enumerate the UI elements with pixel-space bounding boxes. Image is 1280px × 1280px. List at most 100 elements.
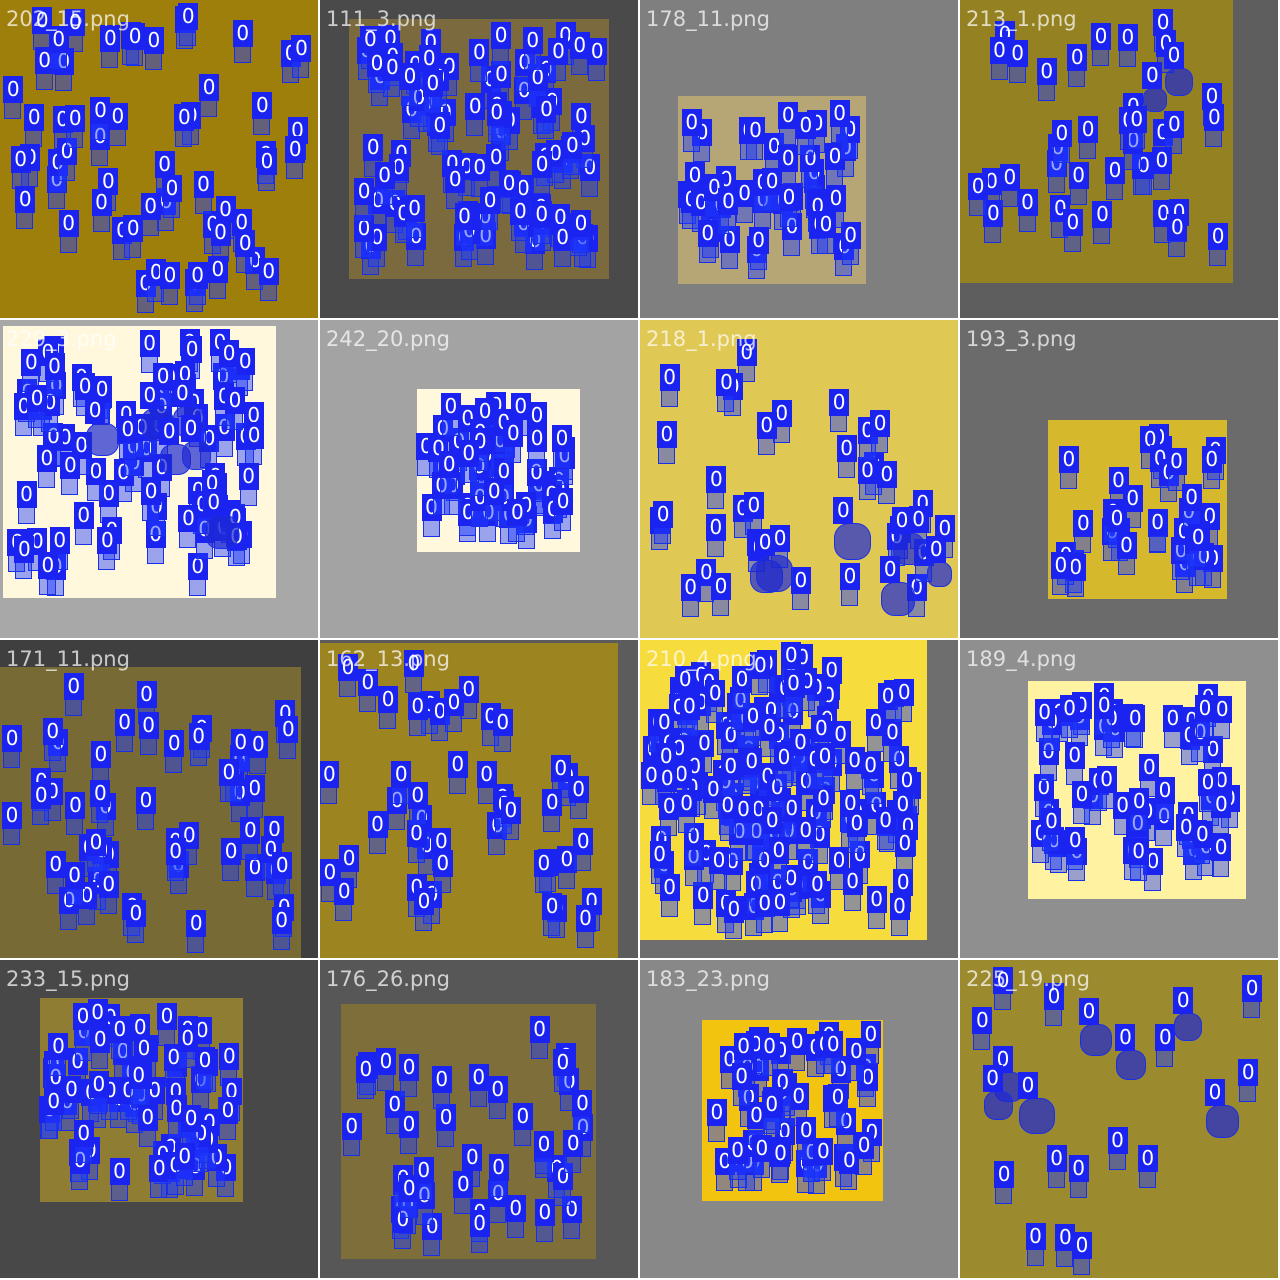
detection-box: 0 [53, 48, 74, 92]
detection-box: 0 [993, 967, 1014, 1011]
class-tag: 0 [733, 796, 754, 824]
class-tag: 0 [684, 161, 705, 189]
class-tag: 0 [31, 782, 52, 810]
detection-box: 0 [1211, 791, 1232, 835]
detection-box: 0 [1167, 213, 1188, 257]
class-tag: 0 [186, 910, 207, 938]
class-tag: 0 [128, 1061, 149, 1089]
detection-box: 0 [178, 3, 199, 47]
detection-box: 0 [790, 566, 811, 610]
detection-box: 0 [762, 807, 783, 851]
class-tag: 0 [1137, 1144, 1158, 1172]
detection-box: 0 [454, 203, 475, 247]
class-tag: 0 [1068, 161, 1089, 189]
detection-box: 0 [778, 101, 799, 145]
detection-box: 0 [1038, 737, 1059, 781]
detection-box: 0 [136, 786, 157, 830]
detection-box: 0 [778, 144, 799, 188]
detection-box: 0 [367, 49, 388, 93]
class-tag: 0 [1058, 446, 1079, 474]
tile-label: 171_11.png [6, 647, 130, 671]
detection-box: 0 [751, 1135, 772, 1178]
detection-box: 0 [59, 887, 80, 931]
detection-box: 0 [187, 552, 208, 596]
class-tag: 0 [136, 681, 157, 709]
class-tag: 0 [527, 63, 548, 91]
detection-box: 0 [1147, 509, 1168, 553]
class-tag: 0 [507, 499, 528, 527]
class-tag: 0 [492, 709, 513, 737]
class-tag: 0 [406, 820, 427, 848]
detection-box: 0 [649, 841, 670, 885]
class-tag: 0 [161, 174, 182, 202]
detection-box: 0 [70, 1146, 91, 1190]
detection-box: 0 [840, 115, 861, 159]
class-tag: 0 [443, 688, 464, 716]
detection-box: 0 [338, 653, 359, 697]
detection-box: 0 [1211, 833, 1232, 877]
class-tag: 0 [218, 759, 239, 787]
class-tag: 0 [360, 25, 381, 53]
detection-box: 0 [573, 828, 594, 872]
detection-box: 0 [14, 535, 35, 579]
class-tag: 0 [391, 760, 412, 788]
class-tag: 0 [1018, 1072, 1038, 1100]
class-tag: 0 [214, 414, 235, 442]
detection-box: 0 [354, 214, 375, 258]
detection-box: 0 [219, 1042, 240, 1086]
detection-box: 0 [165, 837, 186, 881]
detection-box: 0 [206, 1143, 227, 1187]
detection-box: 0 [781, 794, 802, 838]
class-tag: 0 [341, 1113, 362, 1141]
detection-box: 0 [1043, 983, 1064, 1027]
tile-3: 0000000000000000000000000000000000000000… [640, 0, 958, 318]
class-tag: 0 [499, 169, 520, 197]
class-tag: 0 [181, 1104, 202, 1132]
detection-box: 0 [750, 652, 771, 696]
class-tag: 0 [475, 397, 496, 425]
class-tag: 0 [1112, 792, 1133, 820]
class-tag: 0 [3, 75, 24, 103]
tile-7: 0000000000000000000000000000000000000000… [640, 320, 958, 638]
tile-label: 233_15.png [6, 967, 130, 991]
detection-box: 0 [480, 187, 501, 231]
detection-box: 0 [43, 1087, 64, 1131]
detection-box: 0 [1208, 222, 1229, 266]
class-tag: 0 [1062, 209, 1083, 237]
class-tag: 0 [553, 488, 574, 516]
detection-box: 0 [1142, 848, 1163, 892]
detection-box: 0 [575, 904, 596, 948]
detection-box: 0 [533, 1131, 554, 1175]
detection-box: 0 [823, 1031, 844, 1075]
class-tag: 0 [536, 95, 557, 123]
class-tag: 0 [572, 1090, 593, 1118]
detection-box: 0 [1104, 157, 1125, 201]
detection-box: 0 [746, 1101, 767, 1145]
class-tag: 0 [693, 882, 714, 910]
class-tag: 0 [140, 192, 161, 220]
detection-box: 0 [705, 679, 726, 723]
class-tag: 0 [414, 1181, 435, 1209]
detection-box: 0 [759, 713, 780, 757]
class-tag: 0 [145, 521, 166, 549]
class-tag: 0 [454, 203, 475, 231]
detection-box: 0 [354, 177, 375, 221]
detection-box: 0 [1155, 1023, 1176, 1067]
detection-box: 0 [188, 722, 209, 766]
class-tag: 0 [141, 477, 162, 505]
class-tag: 0 [491, 21, 512, 49]
class-tag: 0 [727, 1137, 748, 1165]
class-tag: 0 [1176, 814, 1197, 842]
detection-box: 0 [2, 801, 23, 845]
detection-box: 0 [839, 1146, 860, 1190]
detection-box: 0 [790, 729, 811, 773]
detection-box: 0 [676, 790, 697, 834]
detection-box: 0 [683, 822, 704, 866]
detection-box: 0 [836, 1108, 857, 1152]
detection-box: 0 [745, 117, 766, 161]
detection-box: 0 [174, 104, 195, 148]
detection-box: 0 [829, 388, 850, 432]
detection-box: 0 [164, 730, 185, 774]
class-tag: 0 [137, 1103, 158, 1131]
class-tag: 0 [743, 702, 764, 730]
